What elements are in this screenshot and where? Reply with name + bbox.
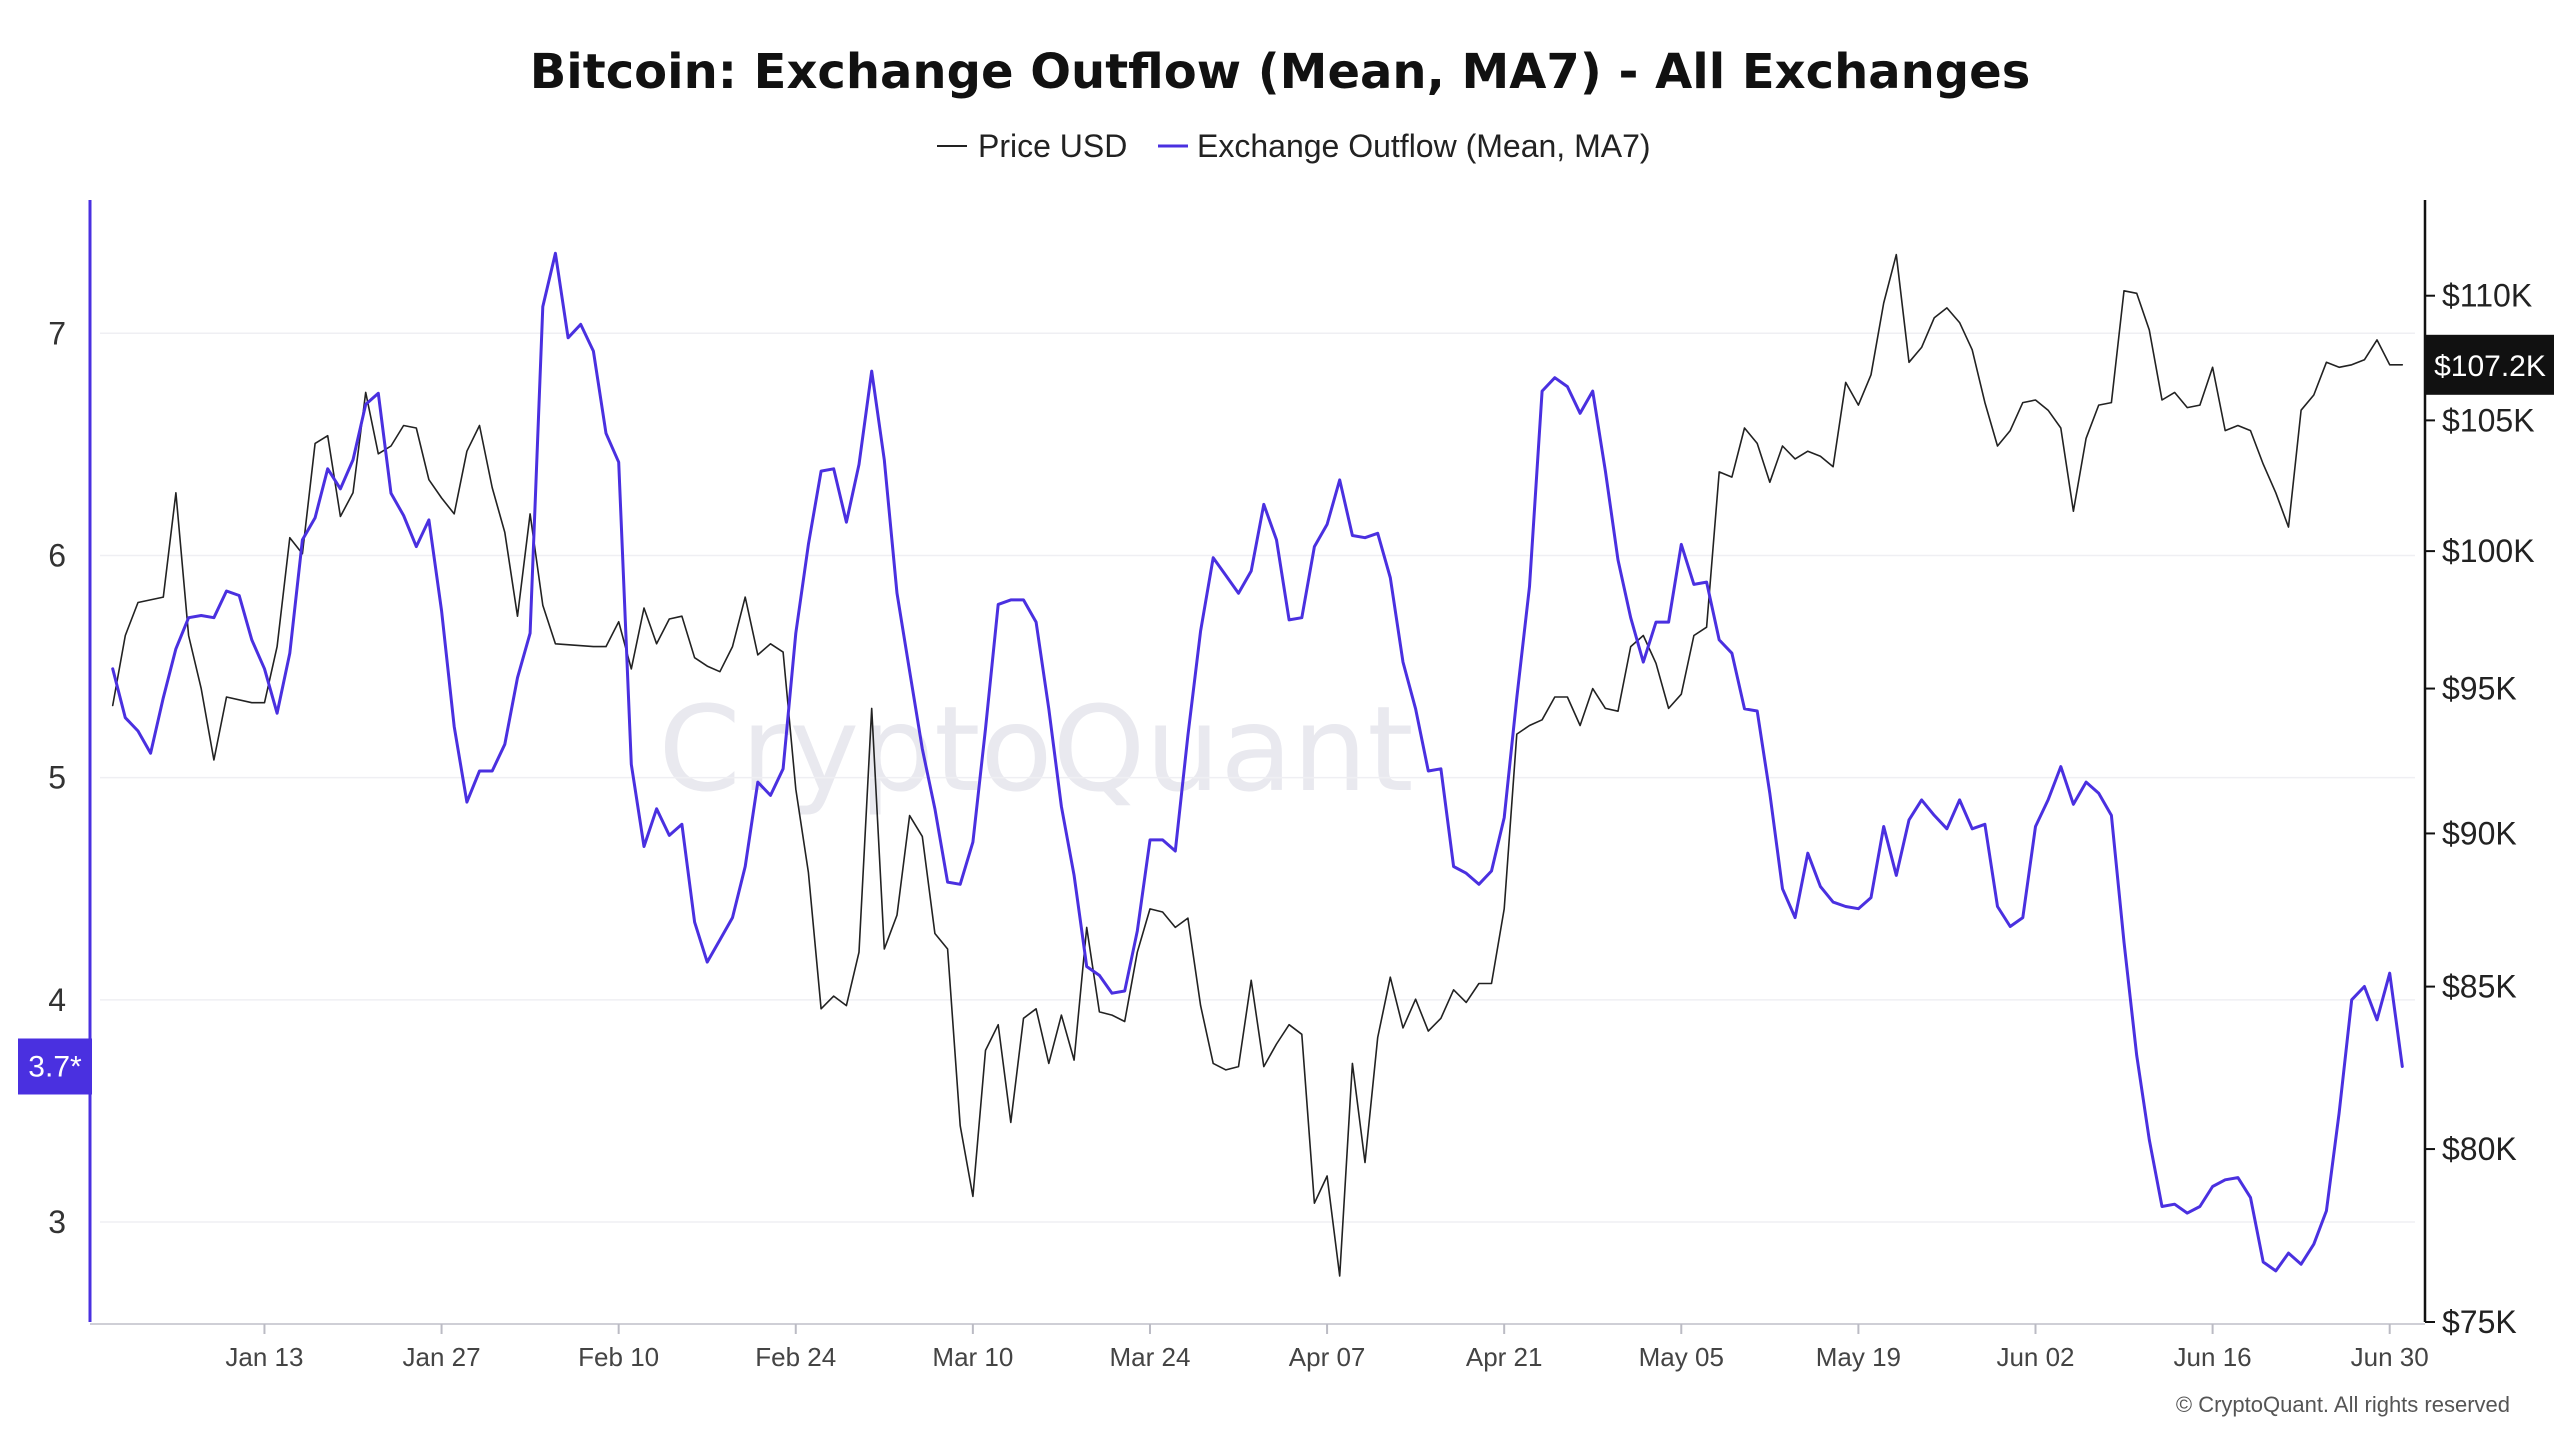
right-tick-label: $80K <box>2442 1131 2517 1167</box>
legend[interactable]: Price USD Exchange Outflow (Mean, MA7) <box>937 128 1651 164</box>
right-tick-label: $100K <box>2442 533 2535 569</box>
chart-title: Bitcoin: Exchange Outflow (Mean, MA7) - … <box>530 44 2031 100</box>
right-tick-label: $90K <box>2442 815 2517 851</box>
right-current-badge-label: $107.2K <box>2434 350 2546 383</box>
left-tick-label: 4 <box>48 982 66 1018</box>
copyright-footer: © CryptoQuant. All rights reserved <box>2176 1392 2510 1417</box>
x-tick-label: Apr 21 <box>1466 1342 1543 1372</box>
right-current-badge <box>2426 334 2554 395</box>
right-axis-ticks: $75K $80K $85K $90K $95K $100K $105K $110K <box>2425 278 2535 1340</box>
legend-label-outflow: Exchange Outflow (Mean, MA7) <box>1197 128 1651 164</box>
x-tick-label: May 19 <box>1816 1342 1901 1372</box>
left-tick-label: 7 <box>48 315 66 351</box>
x-tick-label: Mar 10 <box>932 1342 1013 1372</box>
price-usd-line <box>111 253 2404 1277</box>
right-tick-label: $95K <box>2442 671 2517 707</box>
watermark: CryptoQuant <box>658 680 1413 818</box>
x-tick-label: Jun 02 <box>1996 1342 2074 1372</box>
x-tick-label: Jan 13 <box>225 1342 303 1372</box>
x-tick-label: Mar 24 <box>1110 1342 1191 1372</box>
left-tick-label: 3 <box>48 1204 66 1240</box>
x-tick-label: Feb 24 <box>755 1342 836 1372</box>
series-layer <box>111 251 2404 1277</box>
left-current-badge <box>18 1038 92 1095</box>
x-tick-label: Feb 10 <box>578 1342 659 1372</box>
left-tick-label: 5 <box>48 760 66 796</box>
right-tick-label: $110K <box>2442 278 2532 314</box>
x-tick-label: Jan 27 <box>403 1342 481 1372</box>
current-value-badges: 3.7* $107.2K <box>18 334 2554 1095</box>
legend-label-price: Price USD <box>978 128 1127 164</box>
x-tick-label: May 05 <box>1639 1342 1724 1372</box>
x-tick-label: Jun 30 <box>2351 1342 2429 1372</box>
left-axis-ticks: 3 4 5 6 7 <box>48 315 66 1240</box>
left-current-badge-label: 3.7* <box>28 1050 82 1083</box>
right-tick-label: $85K <box>2442 969 2517 1005</box>
right-tick-label: $75K <box>2442 1304 2517 1340</box>
left-tick-label: 6 <box>48 537 66 573</box>
gridlines <box>100 332 2415 1223</box>
x-tick-label: Jun 16 <box>2174 1342 2252 1372</box>
x-tick-label: Apr 07 <box>1289 1342 1366 1372</box>
x-axis-ticks: Jan 13 Jan 27 Feb 10 Feb 24 Mar 10 Mar 24 Apr … <box>225 1324 2429 1372</box>
right-tick-label: $105K <box>2442 402 2535 438</box>
exchange-outflow-line <box>111 251 2404 1273</box>
